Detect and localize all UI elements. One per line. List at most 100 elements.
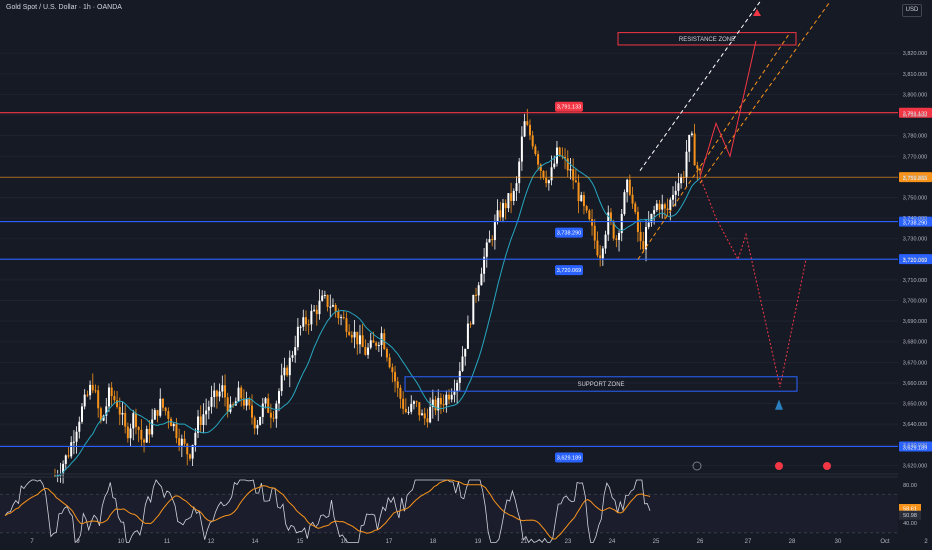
candle-body — [601, 248, 604, 259]
candle-body — [434, 399, 437, 411]
x-tick-label: 25 — [653, 539, 660, 545]
candle-body — [129, 428, 132, 439]
x-tick-label: 15 — [297, 539, 304, 545]
level-price-text: 3,791.133 — [903, 112, 927, 118]
candle-body — [296, 326, 299, 348]
candle-body — [143, 439, 146, 443]
candle-body — [186, 443, 189, 455]
currency-button[interactable]: USD — [902, 4, 922, 17]
moving-average — [54, 154, 701, 477]
candle-body — [54, 475, 56, 477]
candle-body — [483, 256, 486, 274]
resistance-zone: RESISTANCE ZONE — [617, 32, 797, 46]
candle-body — [251, 405, 254, 418]
candle-body — [685, 151, 688, 178]
candle-body — [321, 295, 324, 301]
candle-body — [331, 305, 334, 307]
candle-body — [224, 385, 227, 398]
level-price-label: 3,791.133 — [899, 107, 932, 118]
candle-body — [151, 419, 154, 435]
support-zone-box — [404, 376, 798, 392]
candle-body — [423, 413, 426, 419]
candle-body — [394, 372, 397, 382]
candle-body — [677, 183, 680, 191]
candle-body — [67, 455, 70, 457]
y-tick-label: 3,790.000 — [903, 113, 927, 119]
candle-body — [353, 331, 356, 338]
candle-body — [148, 428, 151, 435]
candle-body — [609, 212, 612, 222]
candle-body — [124, 412, 127, 427]
candle-body — [596, 240, 599, 256]
y-tick-label: 3,710.000 — [903, 278, 927, 284]
candle-body — [628, 179, 631, 195]
candle-body — [391, 367, 394, 373]
rsi-ma-value-text: 50.98 — [903, 513, 917, 519]
level-price-text: 3,759.865 — [903, 176, 927, 182]
candle-body — [569, 169, 572, 171]
bull-projection — [699, 40, 757, 178]
candle-body — [653, 210, 656, 214]
candle-body — [259, 416, 262, 425]
candle-body — [669, 199, 672, 211]
candle-body — [574, 180, 577, 183]
candle-body — [275, 403, 278, 419]
candle-body — [75, 431, 78, 442]
candle-body — [618, 233, 621, 240]
candle-body — [78, 421, 81, 432]
candle-body — [261, 403, 264, 417]
candle-body — [191, 444, 194, 459]
candle-body — [132, 413, 135, 429]
resistance-zone-label: RESISTANCE ZONE — [679, 37, 735, 43]
candle-body — [286, 367, 289, 376]
y-tick-label: 3,770.000 — [903, 154, 927, 160]
x-axis: 7 9 10 11 12 14 15 16 17 18 19 21 23 24 25 26 27 28 30 Oct 2 — [0, 473, 928, 545]
candle-body — [545, 177, 548, 184]
x-tick-label: 26 — [697, 539, 704, 545]
candle-body — [520, 136, 523, 162]
candle-body — [299, 326, 302, 328]
candle-body — [426, 418, 429, 423]
candle-body — [145, 428, 148, 443]
candle-body — [253, 417, 256, 429]
candle-body — [612, 221, 615, 239]
candle-body — [302, 317, 305, 327]
candle-body — [634, 203, 637, 212]
candle-body — [350, 334, 353, 338]
x-tick-label: 17 — [386, 539, 393, 545]
candle-body — [348, 331, 351, 335]
level-price-label: 3,738.290 — [899, 216, 932, 227]
candle-body — [156, 410, 159, 416]
level-callout: 3,629.189 — [555, 452, 583, 463]
candle-body — [283, 367, 286, 376]
candle-body — [372, 340, 375, 343]
candle-body — [329, 306, 332, 308]
y-tick-label: 3,820.000 — [903, 51, 927, 57]
candle-body — [367, 347, 370, 355]
x-tick-label: 30 — [835, 539, 842, 545]
level-callout-text: 3,791.133 — [557, 105, 581, 111]
y-tick-label: 3,740.000 — [903, 216, 927, 222]
level-price-text: 3,720.069 — [903, 258, 927, 264]
candle-body — [107, 387, 110, 407]
candle-body — [399, 387, 402, 399]
y-tick-label: 3,670.000 — [903, 360, 927, 366]
candle-body — [431, 399, 434, 408]
level-callout-text: 3,720.069 — [557, 268, 581, 274]
candle-body — [183, 438, 186, 444]
y-tick-label: 3,800.000 — [903, 92, 927, 98]
levels: 3,791.133 3,791.133 3,759.865 3,738.290 3,73… — [0, 101, 932, 463]
candle-body — [558, 147, 561, 156]
candle-body — [650, 213, 653, 223]
candle-body — [593, 225, 596, 241]
x-tick-label: 9 — [76, 539, 80, 545]
candle-body — [99, 408, 102, 421]
up-arrow-icon — [775, 399, 783, 410]
y-tick-label: 3,620.000 — [903, 463, 927, 469]
candle-body — [604, 234, 607, 249]
x-tick-label: 7 — [30, 539, 34, 545]
level-callout: 3,791.133 — [555, 101, 583, 112]
candle-body — [267, 398, 270, 413]
